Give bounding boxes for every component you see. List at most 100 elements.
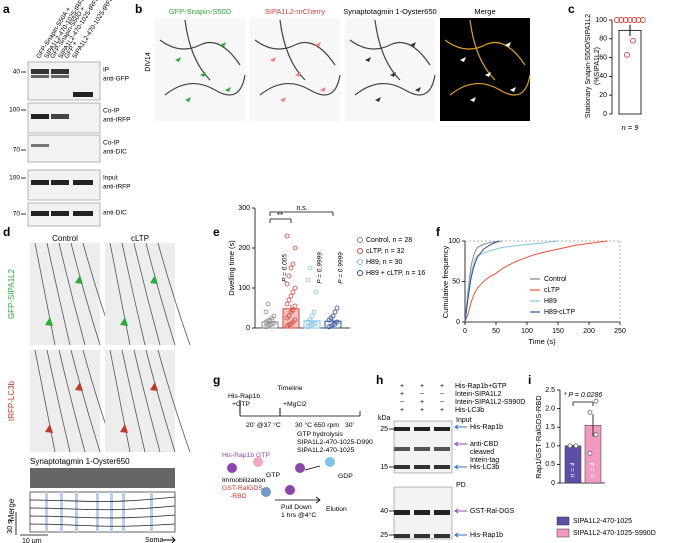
- row-label: IP: [103, 67, 109, 74]
- band: [394, 510, 410, 515]
- condition-label: Intein-SIPA1L2-S990D: [455, 399, 525, 406]
- diagram-text: +MgCl2: [283, 401, 307, 408]
- diagram-text: His-Rap1b GTP: [222, 452, 270, 459]
- highlight: [75, 492, 78, 532]
- legend-swatch: [556, 516, 570, 526]
- point: [284, 281, 290, 287]
- row-label: anti-DIC: [103, 149, 127, 156]
- row-label: Co-IP: [103, 140, 120, 147]
- legend-label: Control: [544, 276, 567, 283]
- row-label: anti-DIC: [103, 210, 127, 217]
- panel-label: c: [568, 2, 575, 16]
- kymo-trace: [70, 242, 101, 346]
- legend-label: SIPA1L2-470-1025: [573, 518, 632, 525]
- significance: n.s.: [296, 205, 307, 212]
- legend-marker: [357, 259, 363, 265]
- band: [51, 114, 69, 119]
- x-tick-label: 100: [521, 328, 533, 335]
- diagram-text: Immobilization: [222, 477, 266, 484]
- condition-label: Intein-SIPA1L2: [455, 391, 502, 398]
- y-tick-label: 0: [551, 480, 555, 487]
- panel-label: f: [436, 225, 441, 239]
- point: [593, 398, 599, 404]
- point: [292, 303, 298, 309]
- band: [31, 75, 49, 78]
- neurite: [159, 19, 246, 96]
- row-label: anti-GFP: [103, 76, 129, 83]
- blot-label: anti-CBD: [470, 441, 498, 448]
- section-title: PD: [456, 482, 466, 489]
- kymo-trace: [121, 242, 146, 346]
- point: [309, 313, 315, 319]
- scale-label: 10 μm: [22, 538, 42, 543]
- blot-label: GST-Ral-DGS: [470, 508, 515, 515]
- condition-sign: +: [400, 407, 404, 414]
- kymograph: [105, 243, 175, 345]
- point: [290, 289, 296, 295]
- legend-marker: [357, 237, 363, 243]
- arrow: [454, 508, 467, 514]
- arrowhead: [320, 87, 326, 92]
- point: [624, 51, 630, 58]
- point: [271, 320, 277, 326]
- legend-marker: [357, 270, 363, 276]
- point: [271, 313, 277, 319]
- y-tick-label: 0: [456, 319, 460, 326]
- section-title: Input: [456, 417, 472, 424]
- point: [567, 443, 573, 449]
- soma-label: Soma: [145, 537, 163, 543]
- y-tick-label: 20: [599, 92, 607, 99]
- diagram-text: GST-RalGDS: [222, 485, 263, 492]
- arrowhead: [510, 87, 516, 92]
- row-label: tRFP-LC3b: [7, 380, 16, 421]
- x-tick-label: 50: [492, 328, 500, 335]
- band: [394, 465, 410, 469]
- kymo-trace: [109, 349, 131, 453]
- y-tick-label: 80: [599, 36, 607, 43]
- side-label: DIV14: [145, 52, 152, 72]
- image-title: GFP-Snapin-S50D: [169, 7, 232, 16]
- kymo-trace: [46, 242, 71, 346]
- merge-trace: [29, 523, 176, 527]
- band: [31, 144, 49, 147]
- mw-label: 40: [380, 508, 388, 515]
- arrow: [454, 424, 467, 430]
- molecule: [295, 463, 305, 473]
- point: [313, 320, 319, 326]
- y-tick-label: 60: [599, 54, 607, 61]
- bar: [618, 29, 642, 115]
- p-value: P = 0.9999: [317, 252, 324, 284]
- arrowhead: [45, 317, 53, 326]
- point: [635, 17, 642, 23]
- n-label: n = 4: [570, 462, 577, 477]
- band: [414, 510, 430, 515]
- condition-sign: +: [420, 383, 424, 390]
- diagram-text: GDP: [338, 473, 353, 480]
- y-tick-label: 0.5: [545, 461, 555, 468]
- row-label: Input: [103, 175, 118, 182]
- n-label: n = 4: [590, 462, 597, 477]
- panel-label: b: [135, 2, 142, 16]
- condition-sign: +: [400, 391, 404, 398]
- kymo-trace: [34, 349, 56, 453]
- molecule: [261, 487, 271, 497]
- arrow: [454, 532, 467, 538]
- row-label: anti-tRFP: [103, 184, 130, 191]
- row-label: Co-IP: [103, 108, 120, 115]
- y-tick-label: 1.5: [545, 424, 555, 431]
- kymograph: [30, 243, 100, 345]
- point: [284, 233, 290, 239]
- merge-trace: [29, 505, 176, 511]
- line: [464, 240, 608, 323]
- point: [639, 17, 646, 23]
- kymo-strip: [30, 468, 175, 488]
- blot-label: His-Rap1b: [470, 532, 503, 539]
- y-tick-label: 1.0: [545, 443, 555, 450]
- point: [587, 409, 593, 415]
- panel-label: g: [213, 373, 220, 387]
- arrowhead: [365, 57, 371, 62]
- x-tick-label: 200: [583, 328, 595, 335]
- arrowhead: [280, 97, 286, 102]
- legend-swatch: [556, 528, 570, 538]
